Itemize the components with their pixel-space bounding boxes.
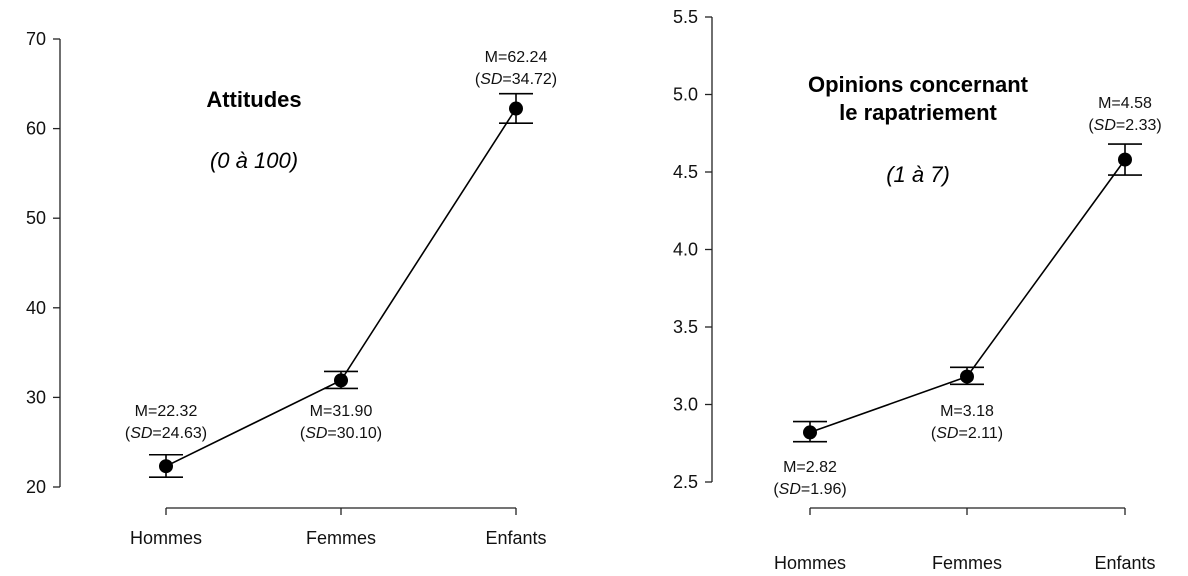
y-tick-label: 30 (26, 387, 46, 407)
data-label-mean: M=31.90 (310, 403, 373, 420)
y-tick-label: 60 (26, 119, 46, 139)
data-label-sd: (SD=1.96) (773, 481, 846, 498)
x-tick-label: Femmes (306, 528, 376, 548)
x-tick-label: Femmes (932, 553, 1002, 573)
chart-subtitle: (1 à 7) (886, 162, 950, 187)
data-label-mean: M=3.18 (940, 403, 994, 420)
x-tick-label: Hommes (774, 553, 846, 573)
y-tick-label: 4.5 (673, 162, 698, 182)
y-tick-label: 5.5 (673, 7, 698, 27)
chart-attitudes: Attitudes (0 à 100) 20 30 40 50 60 70 Hommes Fe… (26, 29, 557, 548)
x-tick-label: Enfants (1094, 553, 1155, 573)
data-point (960, 369, 974, 384)
data-point (1118, 152, 1132, 167)
y-tick-label: 3.5 (673, 317, 698, 337)
data-point (159, 459, 173, 474)
chart-title-line-2: le rapatriement (839, 100, 997, 125)
data-label-sd: (SD=30.10) (300, 425, 382, 442)
x-tick-label: Hommes (130, 528, 202, 548)
chart-title-line-1: Opinions concernant (808, 72, 1029, 97)
y-tick-label: 4.0 (673, 240, 698, 260)
data-label-sd: (SD=24.63) (125, 425, 207, 442)
y-tick-label: 40 (26, 298, 46, 318)
data-label-mean: M=2.82 (783, 459, 837, 476)
y-tick-label: 3.0 (673, 395, 698, 415)
data-label-mean: M=4.58 (1098, 95, 1152, 112)
data-label-sd: (SD=2.33) (1088, 117, 1161, 134)
chart-title: Attitudes (206, 87, 301, 112)
y-tick-label: 70 (26, 29, 46, 49)
y-tick-label: 2.5 (673, 472, 698, 492)
y-tick-label: 5.0 (673, 85, 698, 105)
chart-opinions: Opinions concernant le rapatriement (1 à… (673, 7, 1162, 573)
chart-subtitle: (0 à 100) (210, 148, 298, 173)
x-tick-label: Enfants (485, 528, 546, 548)
series-line (809, 159, 1126, 434)
data-label-mean: M=22.32 (135, 403, 198, 420)
data-label-sd: (SD=34.72) (475, 71, 557, 88)
data-point (803, 425, 817, 440)
data-point (509, 101, 523, 116)
y-tick-label: 50 (26, 208, 46, 228)
y-tick-label: 20 (26, 477, 46, 497)
data-label-mean: M=62.24 (485, 49, 548, 66)
data-point (334, 373, 348, 388)
data-label-sd: (SD=2.11) (931, 425, 1003, 442)
